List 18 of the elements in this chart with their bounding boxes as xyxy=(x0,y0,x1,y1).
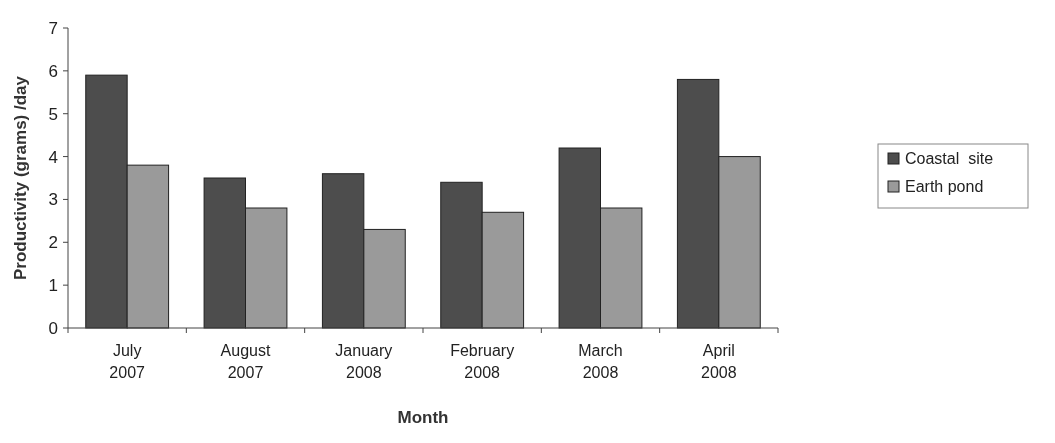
legend-label: Earth pond xyxy=(905,177,984,195)
y-tick-label: 1 xyxy=(48,276,58,296)
x-tick-label: July 2007 xyxy=(109,342,146,381)
y-tick-label: 0 xyxy=(48,318,58,338)
y-tick-label: 3 xyxy=(48,190,58,210)
x-tick-label: August 2007 xyxy=(220,342,271,381)
legend-label: Coastal site xyxy=(905,149,994,167)
x-tick-label: March 2008 xyxy=(578,342,623,381)
x-tick-label: April 2008 xyxy=(701,342,737,381)
x-tick-label: January 2008 xyxy=(335,342,393,381)
x-axis-title: Month xyxy=(397,408,449,427)
y-tick-label: 4 xyxy=(48,147,58,167)
y-tick-label: 2 xyxy=(48,233,58,253)
y-tick-label: 7 xyxy=(48,18,58,38)
y-tick-label: 6 xyxy=(48,61,58,81)
y-tick-label: 5 xyxy=(48,104,58,124)
y-axis-title: Productivity (grams) /day xyxy=(11,75,30,281)
x-tick-label: February 2008 xyxy=(450,342,515,381)
